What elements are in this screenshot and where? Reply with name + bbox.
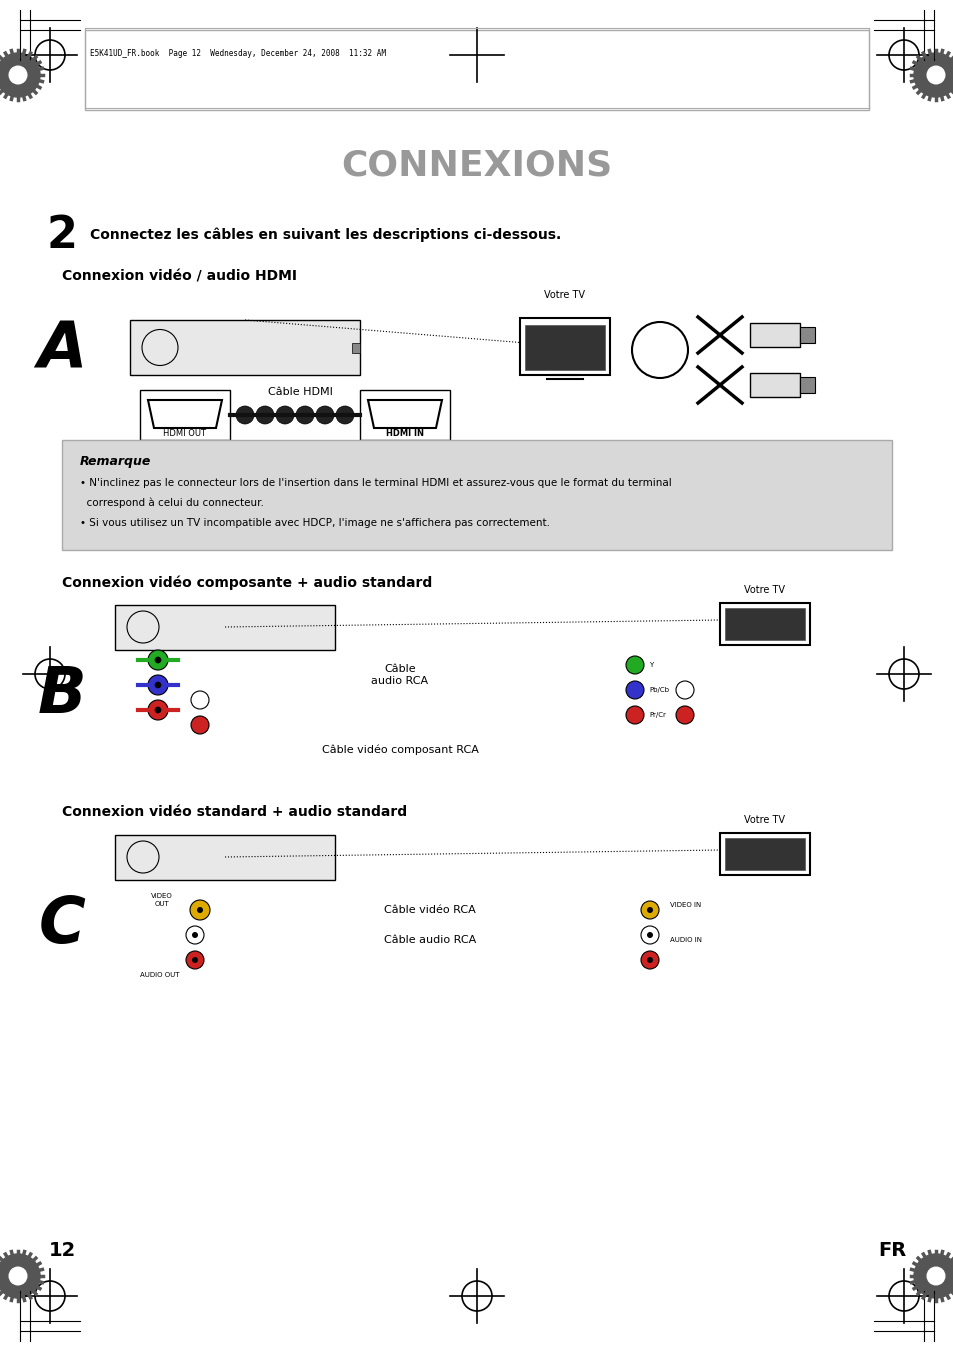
Circle shape — [154, 707, 161, 713]
Circle shape — [335, 407, 354, 424]
Circle shape — [196, 907, 203, 913]
Text: 12: 12 — [49, 1242, 75, 1260]
Circle shape — [191, 690, 209, 709]
Circle shape — [10, 66, 27, 84]
Circle shape — [913, 1254, 953, 1298]
Bar — [115, 605, 335, 650]
Circle shape — [148, 650, 168, 670]
Text: Y: Y — [648, 662, 653, 667]
Circle shape — [676, 707, 693, 724]
Bar — [140, 390, 230, 440]
Circle shape — [148, 676, 168, 694]
Bar — [519, 317, 609, 376]
Circle shape — [186, 951, 204, 969]
Text: FR: FR — [877, 1242, 905, 1260]
Circle shape — [192, 932, 198, 938]
Circle shape — [148, 700, 168, 720]
Bar — [130, 320, 359, 376]
Text: Câble HDMI: Câble HDMI — [267, 386, 332, 397]
Bar — [62, 440, 891, 550]
Circle shape — [295, 407, 314, 424]
Circle shape — [913, 53, 953, 97]
Text: Câble
audio RCA: Câble audio RCA — [371, 665, 428, 686]
Text: VIDEO IN: VIDEO IN — [669, 902, 700, 908]
Circle shape — [625, 707, 643, 724]
Bar — [115, 835, 335, 880]
Bar — [800, 327, 814, 343]
Circle shape — [646, 907, 652, 913]
Circle shape — [192, 957, 198, 963]
Text: 2: 2 — [47, 213, 77, 257]
Circle shape — [646, 932, 652, 938]
Circle shape — [926, 1267, 943, 1285]
Circle shape — [640, 901, 659, 919]
Text: Câble vidéo composant RCA: Câble vidéo composant RCA — [321, 744, 478, 755]
Text: Câble audio RCA: Câble audio RCA — [383, 935, 476, 944]
Circle shape — [191, 716, 209, 734]
Bar — [720, 834, 809, 875]
Circle shape — [154, 682, 161, 688]
Text: Pr/Cr: Pr/Cr — [648, 712, 665, 717]
Bar — [524, 326, 604, 370]
Bar — [85, 30, 868, 109]
Bar — [749, 323, 800, 347]
Text: Connexion vidéo standard + audio standard: Connexion vidéo standard + audio standar… — [62, 805, 407, 819]
Circle shape — [0, 53, 40, 97]
Bar — [724, 608, 804, 640]
Circle shape — [255, 407, 274, 424]
Circle shape — [646, 957, 652, 963]
Bar — [800, 377, 814, 393]
Polygon shape — [148, 400, 222, 428]
Text: C: C — [38, 894, 86, 957]
Text: VIDEO
OUT: VIDEO OUT — [151, 893, 172, 907]
Circle shape — [676, 681, 693, 698]
Circle shape — [625, 681, 643, 698]
Circle shape — [625, 657, 643, 674]
Text: Câble vidéo RCA: Câble vidéo RCA — [384, 905, 476, 915]
Text: HDMI OUT: HDMI OUT — [163, 430, 206, 439]
Bar — [352, 343, 359, 353]
Bar — [720, 603, 809, 644]
Bar — [359, 390, 450, 440]
Circle shape — [190, 900, 210, 920]
Circle shape — [235, 407, 253, 424]
Text: HDMI IN: HDMI IN — [386, 430, 423, 439]
Text: • N'inclinez pas le connecteur lors de l'insertion dans le terminal HDMI et assu: • N'inclinez pas le connecteur lors de l… — [80, 478, 671, 488]
Bar — [749, 373, 800, 397]
Text: • Si vous utilisez un TV incompatible avec HDCP, l'image ne s'affichera pas corr: • Si vous utilisez un TV incompatible av… — [80, 517, 550, 528]
Text: AUDIO OUT: AUDIO OUT — [140, 971, 179, 978]
Circle shape — [0, 1254, 40, 1298]
Text: Connectez les câbles en suivant les descriptions ci-dessous.: Connectez les câbles en suivant les desc… — [90, 228, 560, 242]
Bar — [724, 838, 804, 870]
Text: Connexion vidéo / audio HDMI: Connexion vidéo / audio HDMI — [62, 270, 296, 284]
Circle shape — [315, 407, 334, 424]
Text: E5K41UD_FR.book  Page 12  Wednesday, December 24, 2008  11:32 AM: E5K41UD_FR.book Page 12 Wednesday, Decem… — [90, 50, 386, 58]
Circle shape — [926, 66, 943, 84]
Text: B: B — [38, 663, 86, 725]
Circle shape — [275, 407, 294, 424]
Circle shape — [186, 925, 204, 944]
Text: Votre TV: Votre TV — [544, 290, 585, 300]
Text: Pb/Cb: Pb/Cb — [648, 688, 668, 693]
Polygon shape — [368, 400, 441, 428]
Text: A: A — [37, 319, 87, 381]
Circle shape — [640, 951, 659, 969]
Circle shape — [154, 657, 161, 663]
Circle shape — [640, 925, 659, 944]
Text: Votre TV: Votre TV — [743, 815, 784, 825]
Text: Connexion vidéo composante + audio standard: Connexion vidéo composante + audio stand… — [62, 576, 432, 589]
Text: Remarque: Remarque — [80, 455, 152, 467]
Text: correspond à celui du connecteur.: correspond à celui du connecteur. — [80, 499, 264, 508]
Text: CONNEXIONS: CONNEXIONS — [341, 149, 612, 182]
Text: AUDIO IN: AUDIO IN — [669, 938, 701, 943]
Text: Votre TV: Votre TV — [743, 585, 784, 594]
Circle shape — [10, 1267, 27, 1285]
